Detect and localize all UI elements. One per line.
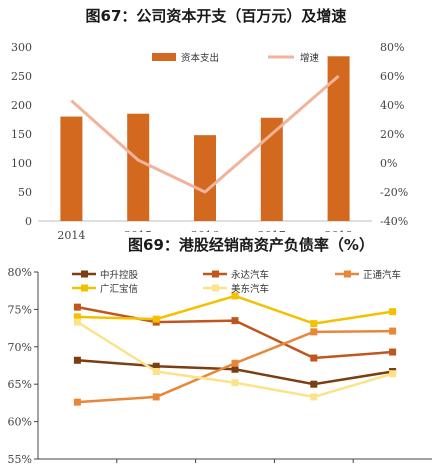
- chart2-legend-label: 永达汽车: [231, 269, 269, 281]
- chart2-point: [310, 354, 318, 362]
- chart2-point: [231, 292, 239, 300]
- chart2-legend-marker: [212, 284, 219, 292]
- chart1-y2-tick: 40%: [380, 99, 404, 112]
- chart2-point: [73, 313, 81, 321]
- chart2-point: [73, 356, 81, 364]
- chart2-y-tick: 60%: [8, 416, 32, 429]
- chart2-point: [231, 379, 239, 387]
- chart2-point: [73, 398, 81, 406]
- chart2-point: [310, 393, 318, 401]
- chart1-legend-bar-label: 资本支出: [181, 52, 219, 64]
- chart2-title: 图69：港股经销商资产负债率（%）: [128, 236, 374, 254]
- chart2-point: [152, 367, 160, 375]
- chart2-y-tick: 65%: [8, 378, 32, 391]
- chart2-point: [231, 365, 239, 373]
- chart1-y-tick: 300: [11, 41, 32, 54]
- chart1-y2-tick: 60%: [380, 70, 404, 83]
- chart2-legend-label: 中升控股: [100, 269, 139, 281]
- chart2-point: [152, 362, 160, 370]
- chart1-y-tick: 100: [11, 157, 32, 170]
- chart2-point: [152, 315, 160, 323]
- chart2-legend-marker: [344, 270, 351, 278]
- chart1-y-tick: 150: [11, 128, 32, 141]
- chart2-legend-label: 正通汽车: [363, 269, 401, 281]
- chart1-y2-tick: -20%: [380, 186, 408, 199]
- chart1-growth-line: [70, 74, 340, 194]
- chart1-y2-tick: 80%: [380, 41, 404, 54]
- chart2-point: [389, 348, 397, 356]
- chart2-y-tick: 55%: [8, 453, 32, 466]
- chart2-point: [310, 320, 318, 328]
- chart1-bar: [260, 117, 283, 221]
- chart2-point: [310, 380, 318, 388]
- chart1-y2-tick: -40%: [380, 215, 408, 228]
- chart2-legend-marker: [81, 270, 88, 278]
- chart2-point: [152, 393, 160, 401]
- debt-ratio-chart: 图69：港股经销商资产负债率（%） 55% 60% 65% 70% 75% 80% 中升控…: [8, 232, 432, 466]
- chart1-bar: [60, 116, 83, 221]
- chart1-legend-bar-swatch: [152, 53, 176, 61]
- chart2-point: [310, 328, 318, 336]
- chart1-legend-line-label: 增速: [300, 52, 320, 64]
- chart1-bar: [194, 135, 216, 221]
- chart2-legend-label: 广汇宝信: [100, 283, 138, 295]
- chart1-y2-tick: 20%: [380, 128, 404, 141]
- chart2-legend-label: 美东汽车: [231, 283, 269, 295]
- chart1-bar: [327, 56, 350, 221]
- chart2-y-tick: 75%: [8, 303, 32, 316]
- chart2-point: [73, 318, 81, 326]
- chart1-y-tick: 250: [11, 70, 32, 83]
- chart2-point: [231, 359, 239, 367]
- chart2-y-tick: 80%: [8, 266, 32, 279]
- chart1-title: 图67：公司资本开支（百万元）及增速: [86, 7, 347, 25]
- chart2-point: [73, 303, 81, 311]
- chart2-point: [389, 327, 397, 335]
- chart1-y-tick: 200: [11, 99, 32, 112]
- chart1-y-tick: 0: [25, 215, 32, 228]
- chart2-point: [389, 308, 397, 316]
- chart2-legend-marker: [212, 270, 219, 278]
- chart1-bar: [127, 113, 150, 221]
- capex-chart: 图67：公司资本开支（百万元）及增速 0 50 100 150 200 250 300 -40…: [11, 7, 408, 242]
- chart2-point: [231, 317, 239, 325]
- chart1-y-tick: 50: [18, 186, 32, 199]
- chart2-point: [389, 370, 397, 378]
- chart2-legend-marker: [81, 284, 88, 292]
- chart1-y2-tick: 0%: [380, 157, 397, 170]
- chart1-x-tick: 2014: [57, 229, 85, 242]
- chart2-title-background: [105, 232, 395, 254]
- chart2-y-tick: 70%: [8, 341, 32, 354]
